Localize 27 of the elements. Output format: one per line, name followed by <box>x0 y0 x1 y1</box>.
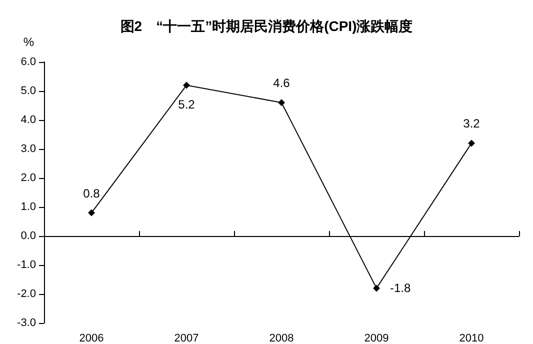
y-tick-label: -1.0 <box>17 259 36 271</box>
y-tick-label: 5.0 <box>20 85 36 97</box>
data-label: -1.8 <box>390 281 412 296</box>
data-label: 4.6 <box>273 76 290 90</box>
data-label: 5.2 <box>178 98 196 112</box>
point <box>88 209 95 216</box>
y-tick-label: 2.0 <box>20 172 36 184</box>
x-tick-label: 2008 <box>269 332 294 344</box>
x-tick-label: 2006 <box>79 332 104 344</box>
data-label: 3.2 <box>463 116 480 131</box>
x-tick-label: 2010 <box>459 332 484 344</box>
y-tick-label: 0.0 <box>20 230 36 242</box>
y-tick-label: 3.0 <box>20 143 36 155</box>
point <box>468 140 475 147</box>
x-tick-label: 2009 <box>364 332 389 344</box>
y-tick-label: 1.0 <box>20 201 36 213</box>
y-axis-title: % <box>23 35 34 49</box>
y-tick-label: 4.0 <box>20 114 36 126</box>
chart-title: 图2 “十一五”时期居民消费价格(CPI)涨跌幅度 <box>120 18 413 34</box>
x-tick-label: 2007 <box>174 332 199 344</box>
point <box>373 284 380 292</box>
y-tick-label: -2.0 <box>17 288 36 300</box>
y-tick-label: 6.0 <box>20 56 36 68</box>
point <box>278 99 285 106</box>
y-tick-label: -3.0 <box>17 317 36 329</box>
data-label: 0.8 <box>83 186 100 200</box>
point <box>183 82 190 89</box>
